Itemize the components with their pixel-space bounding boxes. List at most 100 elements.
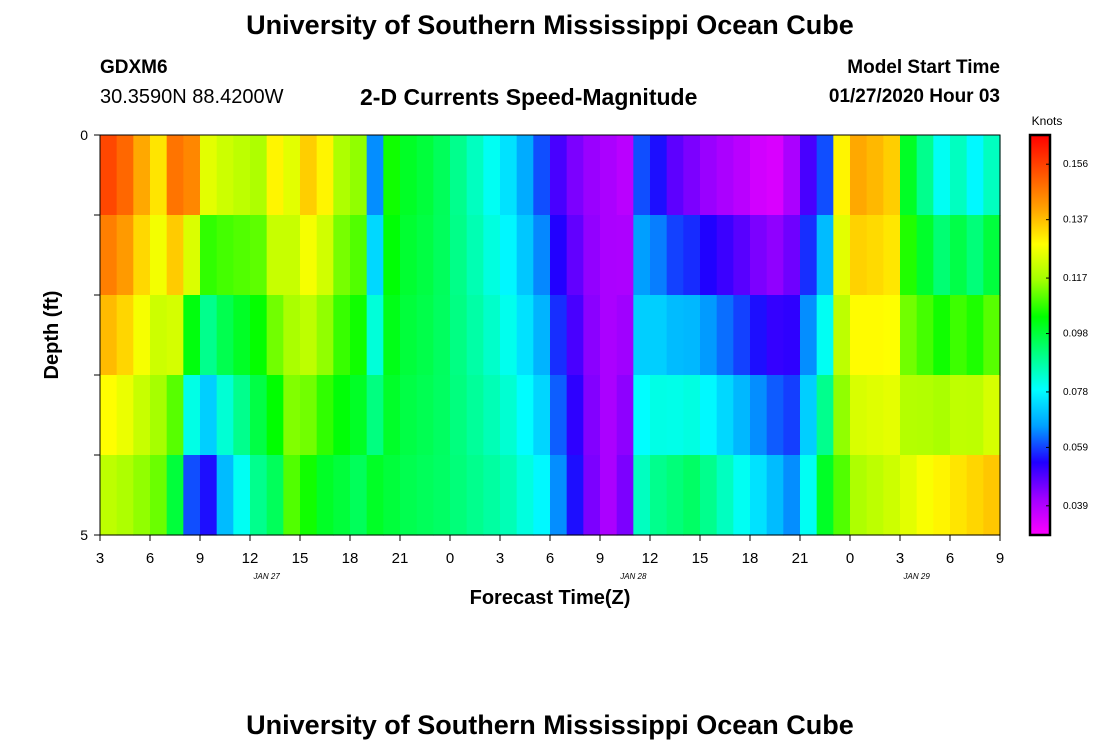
heatmap-cell [283,375,301,456]
heatmap-cell [700,295,718,376]
y-tick-label: 0 [80,127,88,143]
heatmap-cell [950,375,968,456]
heatmap-cell [100,215,118,296]
heatmap-cell [516,295,534,376]
heatmap-cell [566,215,584,296]
heatmap-cell [733,215,751,296]
heatmap-cell [166,295,184,376]
heatmap-cell [116,215,134,296]
heatmap-cell [450,215,468,296]
heatmap-cell [683,375,701,456]
heatmap-cell [300,135,318,216]
heatmap-cell [450,295,468,376]
heatmap-cell [550,295,568,376]
heatmap-cell [866,215,884,296]
heatmap-cell [616,215,634,296]
heatmap-cell [633,135,651,216]
heatmap-cell [400,135,418,216]
x-tick-label: 18 [342,550,359,567]
heatmap-cell [883,375,901,456]
heatmap-cell [650,135,668,216]
colorbar-tick-label: 0.078 [1063,387,1088,398]
heatmap-cell [483,455,501,536]
heatmap-cell [300,455,318,536]
heatmap-cell [833,375,851,456]
heatmap-cell [183,215,201,296]
colorbar-ticks: 0.156 0.137 0.117 0.098 0.078 0.059 0.039 [1046,159,1088,512]
heatmap-cell [233,295,251,376]
heatmap-cell [816,215,834,296]
heatmap-cell [966,215,984,296]
heatmap-cell [283,455,301,536]
heatmap-cell [766,135,784,216]
heatmap-cell [316,375,334,456]
heatmap-cell [433,135,451,216]
heatmap-cell [666,215,684,296]
heatmap-cell [466,295,484,376]
x-tick-label: 6 [946,550,954,567]
heatmap-cell [550,375,568,456]
heatmap-cell [116,455,134,536]
heatmap-cell [983,295,1001,376]
heatmap-cell [300,295,318,376]
heatmap-cell [783,375,801,456]
heatmap-cell [250,215,268,296]
heatmap-cell [800,135,818,216]
heatmap-cell [433,215,451,296]
heatmap-cell [600,295,618,376]
heatmap-cell [850,295,868,376]
heatmap-cell [883,135,901,216]
heatmap-cell [150,215,168,296]
heatmap-cell [983,135,1001,216]
heatmap-cell [683,135,701,216]
heatmap-cell [900,295,918,376]
heatmap-cell [800,295,818,376]
heatmap-cell [183,295,201,376]
heatmap-cell [616,455,634,536]
heatmap-cell [366,375,384,456]
x-date-label: JAN 28 [619,572,647,581]
heatmap-cell [916,455,934,536]
heatmap-cells [100,135,1001,536]
colorbar-tick-label: 0.117 [1063,273,1088,284]
heatmap-cell [316,295,334,376]
heatmap-cell [200,135,218,216]
heatmap-cell [616,295,634,376]
x-tick-label: 18 [742,550,759,567]
x-tick-label: 21 [392,550,409,567]
heatmap-cell [666,135,684,216]
station-id: GDXM6 [100,57,168,78]
heatmap-cell [416,215,434,296]
heatmap-cell [316,215,334,296]
heatmap-cell [600,455,618,536]
heatmap-cell [816,135,834,216]
heatmap-cell [533,375,551,456]
heatmap-cell [850,135,868,216]
heatmap-cell [516,375,534,456]
heatmap-cell [700,215,718,296]
heatmap-cell [200,215,218,296]
y-tick-label: 5 [80,527,88,543]
heatmap-cell [583,135,601,216]
heatmap-cell [583,455,601,536]
x-axis: 3 6 9 12 15 18 21 0 3 6 9 12 15 18 21 0 3 6 9 JAN 27 JAN 28 J… [96,535,1004,581]
heatmap-cell [183,375,201,456]
heatmap-cell [916,135,934,216]
heatmap-cell [100,295,118,376]
x-tick-label: 15 [292,550,309,567]
heatmap-cell [683,455,701,536]
heatmap-cell [600,135,618,216]
heatmap-cell [300,375,318,456]
heatmap-cell [866,135,884,216]
x-tick-label: 0 [846,550,854,567]
heatmap-cell [316,135,334,216]
heatmap-cell [250,295,268,376]
heatmap-cell [350,215,368,296]
heatmap-cell [200,455,218,536]
heatmap-cell [266,135,284,216]
heatmap-cell [900,375,918,456]
x-tick-label: 9 [996,550,1004,567]
heatmap-cell [483,295,501,376]
colorbar-tick-label: 0.039 [1063,501,1088,512]
heatmap-cell [466,375,484,456]
